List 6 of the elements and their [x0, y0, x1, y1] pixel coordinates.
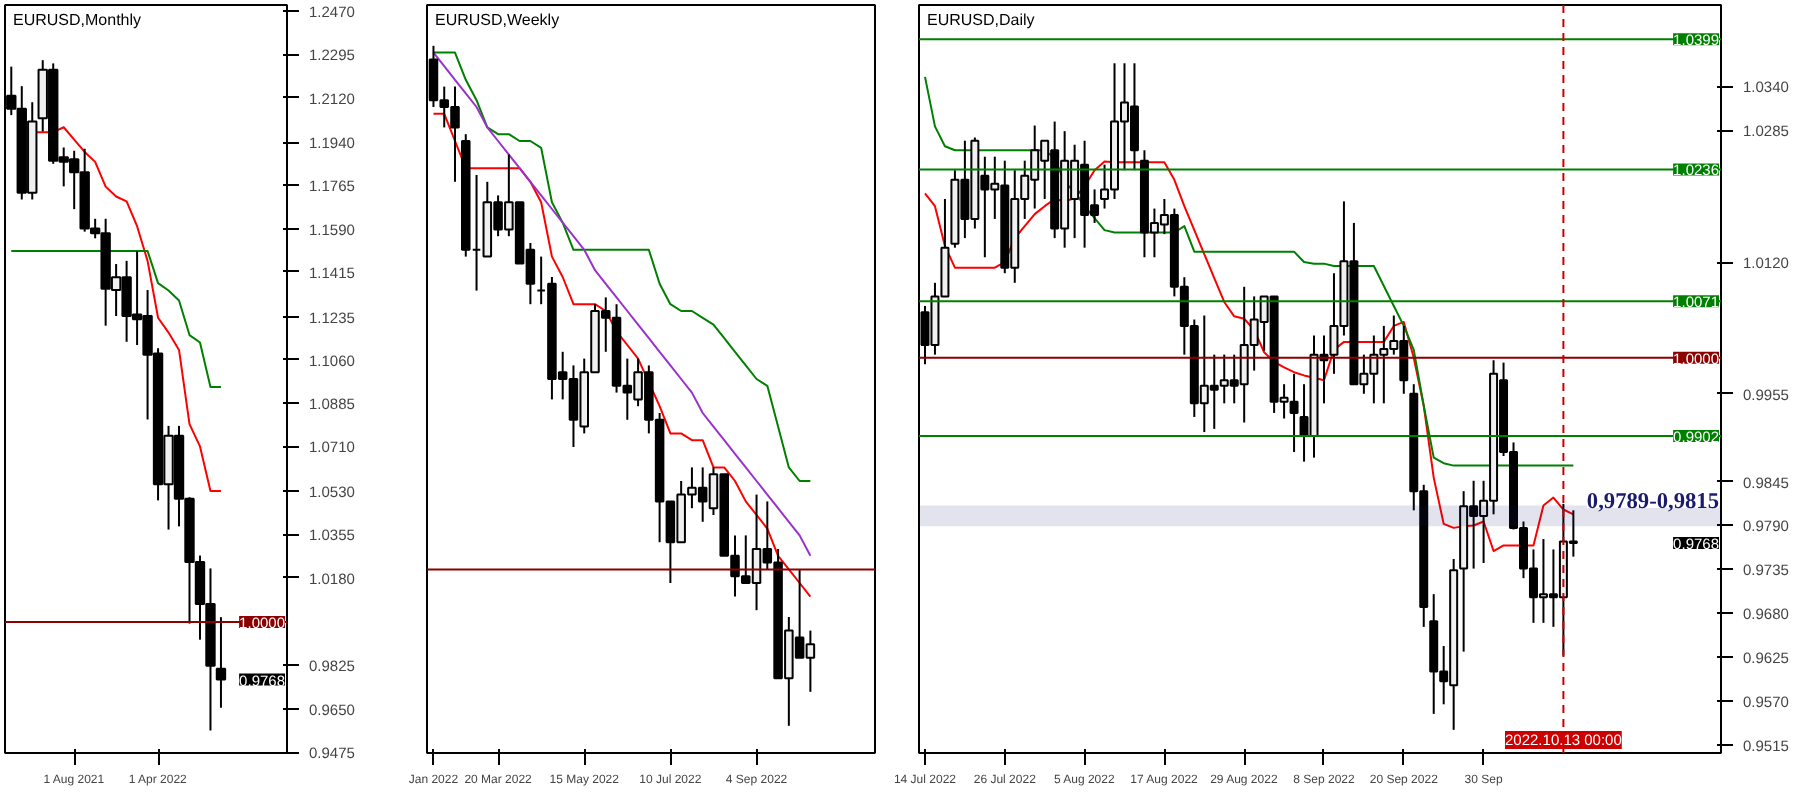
band-label: 0,9789-0,9815	[1586, 489, 1720, 514]
candlestick	[215, 616, 227, 709]
chart-title: EURUSD,Weekly	[435, 11, 560, 29]
chart-title: EURUSD,Daily	[927, 11, 1035, 29]
line-series	[10, 249, 222, 389]
chart-title: EURUSD,Monthly	[13, 11, 142, 29]
